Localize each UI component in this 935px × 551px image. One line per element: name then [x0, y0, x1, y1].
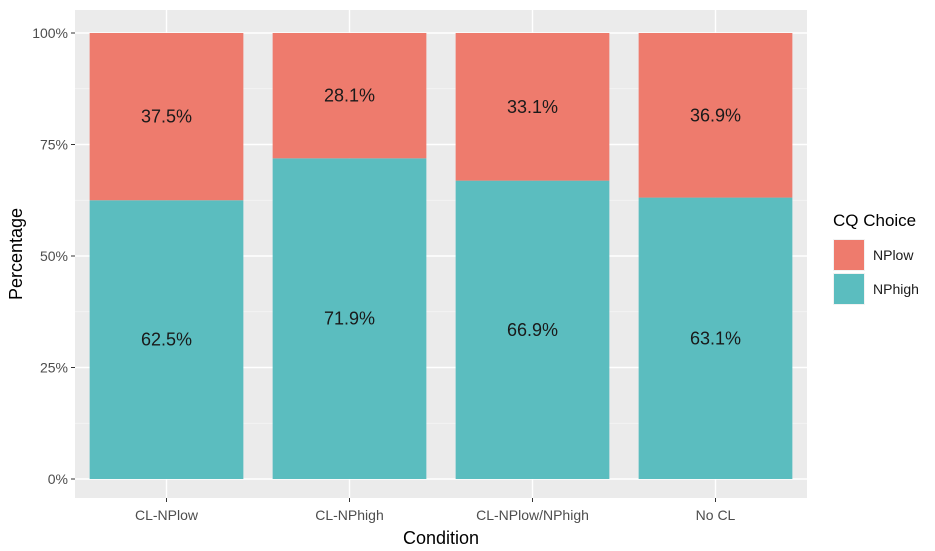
x-tick-label: CL-NPhigh: [315, 507, 383, 523]
data-label: 66.9%: [507, 320, 558, 340]
data-label: 33.1%: [507, 97, 558, 117]
y-tick-label: 25%: [40, 360, 68, 376]
x-tick-label: No CL: [696, 507, 736, 523]
bar-segment-nphigh: [455, 180, 610, 479]
bar-segment-nplow: [455, 33, 610, 181]
data-labels: 62.5% 37.5% 71.9% 28.1% 66.9% 33.1% 63.1% 36.9%: [141, 86, 741, 350]
bar-segment-nplow: [272, 33, 427, 159]
data-label: 63.1%: [690, 328, 741, 348]
x-axis-title: Condition: [403, 528, 479, 548]
bar-segment-nplow: [638, 33, 793, 198]
legend-swatch-nphigh: [834, 274, 864, 304]
y-tick-label: 75%: [40, 137, 68, 153]
y-tick-label: 50%: [40, 248, 68, 264]
bar-segment-nphigh: [638, 197, 793, 479]
data-label: 37.5%: [141, 107, 192, 127]
data-label: 62.5%: [141, 330, 192, 350]
legend-title: CQ Choice: [833, 211, 916, 230]
y-tick-label: 0%: [48, 471, 68, 487]
data-label: 28.1%: [324, 86, 375, 106]
x-tick-label: CL-NPlow/NPhigh: [476, 507, 589, 523]
x-axis: CL-NPlow CL-NPhigh CL-NPlow/NPhigh No CL: [135, 498, 736, 523]
y-axis: 0% 25% 50% 75% 100%: [32, 25, 75, 487]
x-tick-label: CL-NPlow: [135, 507, 199, 523]
legend-label: NPhigh: [873, 281, 919, 297]
legend-swatch-nplow: [834, 240, 864, 270]
data-label: 71.9%: [324, 309, 375, 329]
bar-segment-nplow: [89, 33, 244, 201]
y-tick-label: 100%: [32, 25, 68, 41]
legend: CQ Choice NPlow NPhigh: [833, 211, 919, 305]
bar-segment-nphigh: [272, 158, 427, 480]
data-label: 36.9%: [690, 105, 741, 125]
legend-label: NPlow: [873, 247, 914, 263]
bar-segment-nphigh: [89, 200, 244, 479]
y-axis-title: Percentage: [6, 208, 26, 300]
bars: [89, 33, 793, 480]
